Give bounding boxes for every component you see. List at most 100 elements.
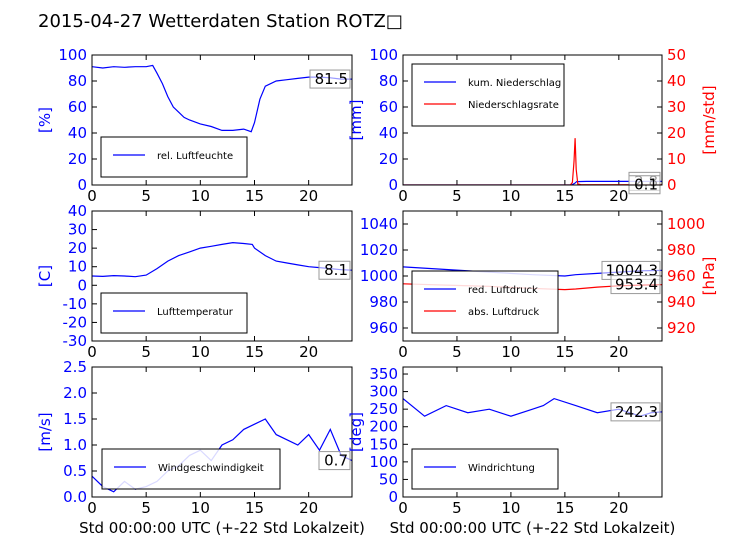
- y-axis-label: [mm]: [347, 100, 365, 141]
- axes-frame: [402, 54, 663, 186]
- axes-frame: [402, 210, 663, 342]
- x-tick-label: 10: [501, 187, 520, 205]
- series-line: [403, 138, 662, 185]
- legend-label: Lufttemperatur: [157, 307, 234, 318]
- y-tick-label-right: 1000: [667, 215, 705, 233]
- series-line: [92, 64, 352, 133]
- y-tick-label: 0: [388, 176, 398, 194]
- legend-label: abs. Luftdruck: [468, 307, 539, 318]
- axes-frame: [91, 54, 353, 186]
- legend-label: Windrichtung: [468, 463, 535, 474]
- y-tick-label: 150: [369, 435, 398, 453]
- y-tick-label: 80: [68, 72, 87, 90]
- last-value-box: [610, 275, 661, 295]
- y-tick-label: -20: [63, 313, 88, 331]
- y-tick-label: 2.0: [63, 384, 87, 402]
- x-tick-label: 0: [398, 343, 408, 361]
- x-tick-label: 15: [555, 187, 574, 205]
- x-tick-label: 0: [87, 499, 97, 517]
- y-tick-label: 0.5: [63, 462, 87, 480]
- legend-box: [411, 63, 565, 127]
- last-value: 81.5: [315, 70, 348, 88]
- x-tick-label: 5: [141, 343, 151, 361]
- legend-box: [101, 448, 281, 490]
- y-tick-label: 80: [379, 72, 398, 90]
- legend-box: [411, 448, 559, 490]
- last-value: 0.7: [324, 452, 348, 470]
- figure-title: 2015-04-27 Wetterdaten Station ROTZ□: [38, 11, 403, 32]
- legend-box: [100, 292, 248, 334]
- y-tick-label: 10: [68, 258, 87, 276]
- y-tick-label-right: 940: [667, 293, 696, 311]
- y-tick-label: 100: [369, 46, 398, 64]
- y-tick-label: 40: [379, 124, 398, 142]
- series-line: [92, 241, 352, 278]
- x-tick-label: 15: [245, 499, 264, 517]
- y-tick-label-right: 40: [667, 72, 686, 90]
- x-tick-label: 0: [87, 343, 97, 361]
- axes-frame: [402, 366, 663, 498]
- x-tick-label: 10: [191, 187, 210, 205]
- series-line: [403, 180, 662, 185]
- x-tick-label: 0: [398, 499, 408, 517]
- x-tick-label: 20: [299, 187, 318, 205]
- y-tick-label-right: 960: [667, 267, 696, 285]
- y-tick-label: 100: [369, 453, 398, 471]
- y-tick-label: 20: [68, 150, 87, 168]
- y-tick-label: 40: [68, 202, 87, 220]
- legend-box: [411, 270, 559, 334]
- y-tick-label: 2.5: [63, 358, 87, 376]
- y-tick-label: 60: [379, 98, 398, 116]
- chart-pressure: 0 5 10 15 20 960 980 1000 1020 1040 920 940 960 980 10…: [360, 210, 718, 361]
- x-tick-label: 5: [141, 187, 151, 205]
- x-tick-label: 20: [299, 343, 318, 361]
- x-tick-label: 20: [609, 343, 628, 361]
- y-axis-label: [C]: [36, 265, 54, 287]
- x-tick-label: 20: [609, 499, 628, 517]
- y-axis-label: [m/s]: [36, 412, 54, 451]
- y-axis-label: [%]: [36, 107, 54, 133]
- axes-frame: [91, 366, 353, 498]
- legend-label: Windgeschwindigkeit: [158, 463, 264, 474]
- y-tick-label: -30: [63, 332, 88, 350]
- legend-label: Niederschlagsrate: [468, 100, 559, 111]
- y-tick-label-right: 20: [667, 124, 686, 142]
- y-axis-label-right: [mm/std]: [700, 85, 718, 154]
- x-tick-label: 5: [452, 343, 462, 361]
- x-tick-label: 5: [141, 499, 151, 517]
- last-value: 242.3: [615, 403, 658, 421]
- x-tick-label: 10: [501, 499, 520, 517]
- x-tick-label: 10: [501, 343, 520, 361]
- y-tick-label: 1040: [360, 215, 398, 233]
- y-tick-label: 0: [77, 176, 87, 194]
- last-value-box: [318, 451, 351, 471]
- y-tick-label: 100: [58, 46, 87, 64]
- chart-humidity: 0 5 10 15 20 0 20 40 60 80 100 [%] 81.5 rel. Luftfeuc…: [36, 46, 353, 205]
- y-tick-label: 250: [369, 400, 398, 418]
- chart-precipitation: 0 5 10 15 20 0 20 40 60 80 100 0 10 20 30 40 50 [mm] [mm/s…: [347, 46, 718, 205]
- x-axis-label: Std 00:00:00 UTC (+-22 Std Lokalzeit): [390, 519, 676, 537]
- last-value: 8.1: [324, 261, 348, 279]
- y-axis-label: [deg]: [347, 412, 365, 452]
- y-tick-label-right: 920: [667, 319, 696, 337]
- y-tick-label-right: 30: [667, 98, 686, 116]
- y-tick-label-right: 0: [667, 176, 677, 194]
- last-value: 1004.3: [606, 261, 659, 279]
- x-tick-label: 15: [555, 499, 574, 517]
- last-value-box: [309, 69, 351, 89]
- x-tick-label: 20: [299, 499, 318, 517]
- y-tick-label: 50: [379, 470, 398, 488]
- x-tick-label: 5: [452, 187, 462, 205]
- y-tick-label: 30: [68, 221, 87, 239]
- x-tick-label: 20: [609, 187, 628, 205]
- last-value: 953.4: [615, 276, 658, 294]
- y-tick-label-right: 50: [667, 46, 686, 64]
- y-tick-label: 1.0: [63, 436, 87, 454]
- legend-box: [100, 136, 248, 178]
- y-tick-label: 0.0: [63, 488, 87, 506]
- x-tick-label: 5: [452, 499, 462, 517]
- y-tick-label: 1020: [360, 241, 398, 259]
- y-tick-label: 0: [77, 276, 87, 294]
